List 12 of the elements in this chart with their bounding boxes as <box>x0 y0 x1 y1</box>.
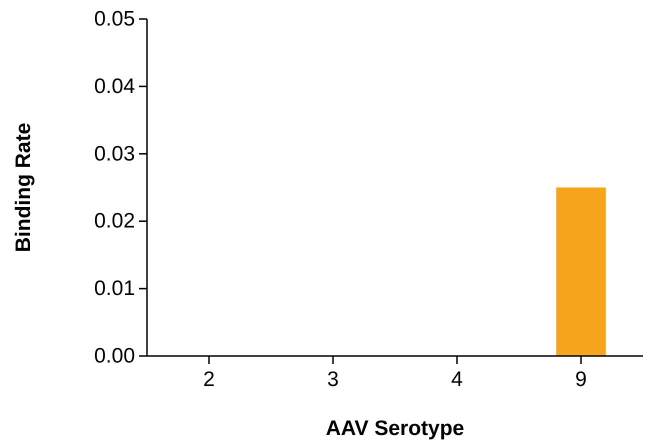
y-tick-label: 0.01 <box>94 277 135 300</box>
x-tick-label: 9 <box>575 368 587 391</box>
y-tick-label: 0.04 <box>94 74 136 98</box>
y-tick-label: 0.03 <box>94 142 135 166</box>
x-axis-title: AAV Serotype <box>326 417 464 440</box>
y-tick-label: 0.00 <box>94 344 135 368</box>
x-tick-label: 2 <box>203 368 215 391</box>
y-tick-label: 0.02 <box>94 210 135 233</box>
x-tick-label: 3 <box>327 368 339 391</box>
x-tick-label: 4 <box>451 368 464 391</box>
y-axis-title: Binding Rate <box>12 122 35 252</box>
y-tick-label: 0.05 <box>94 8 135 30</box>
